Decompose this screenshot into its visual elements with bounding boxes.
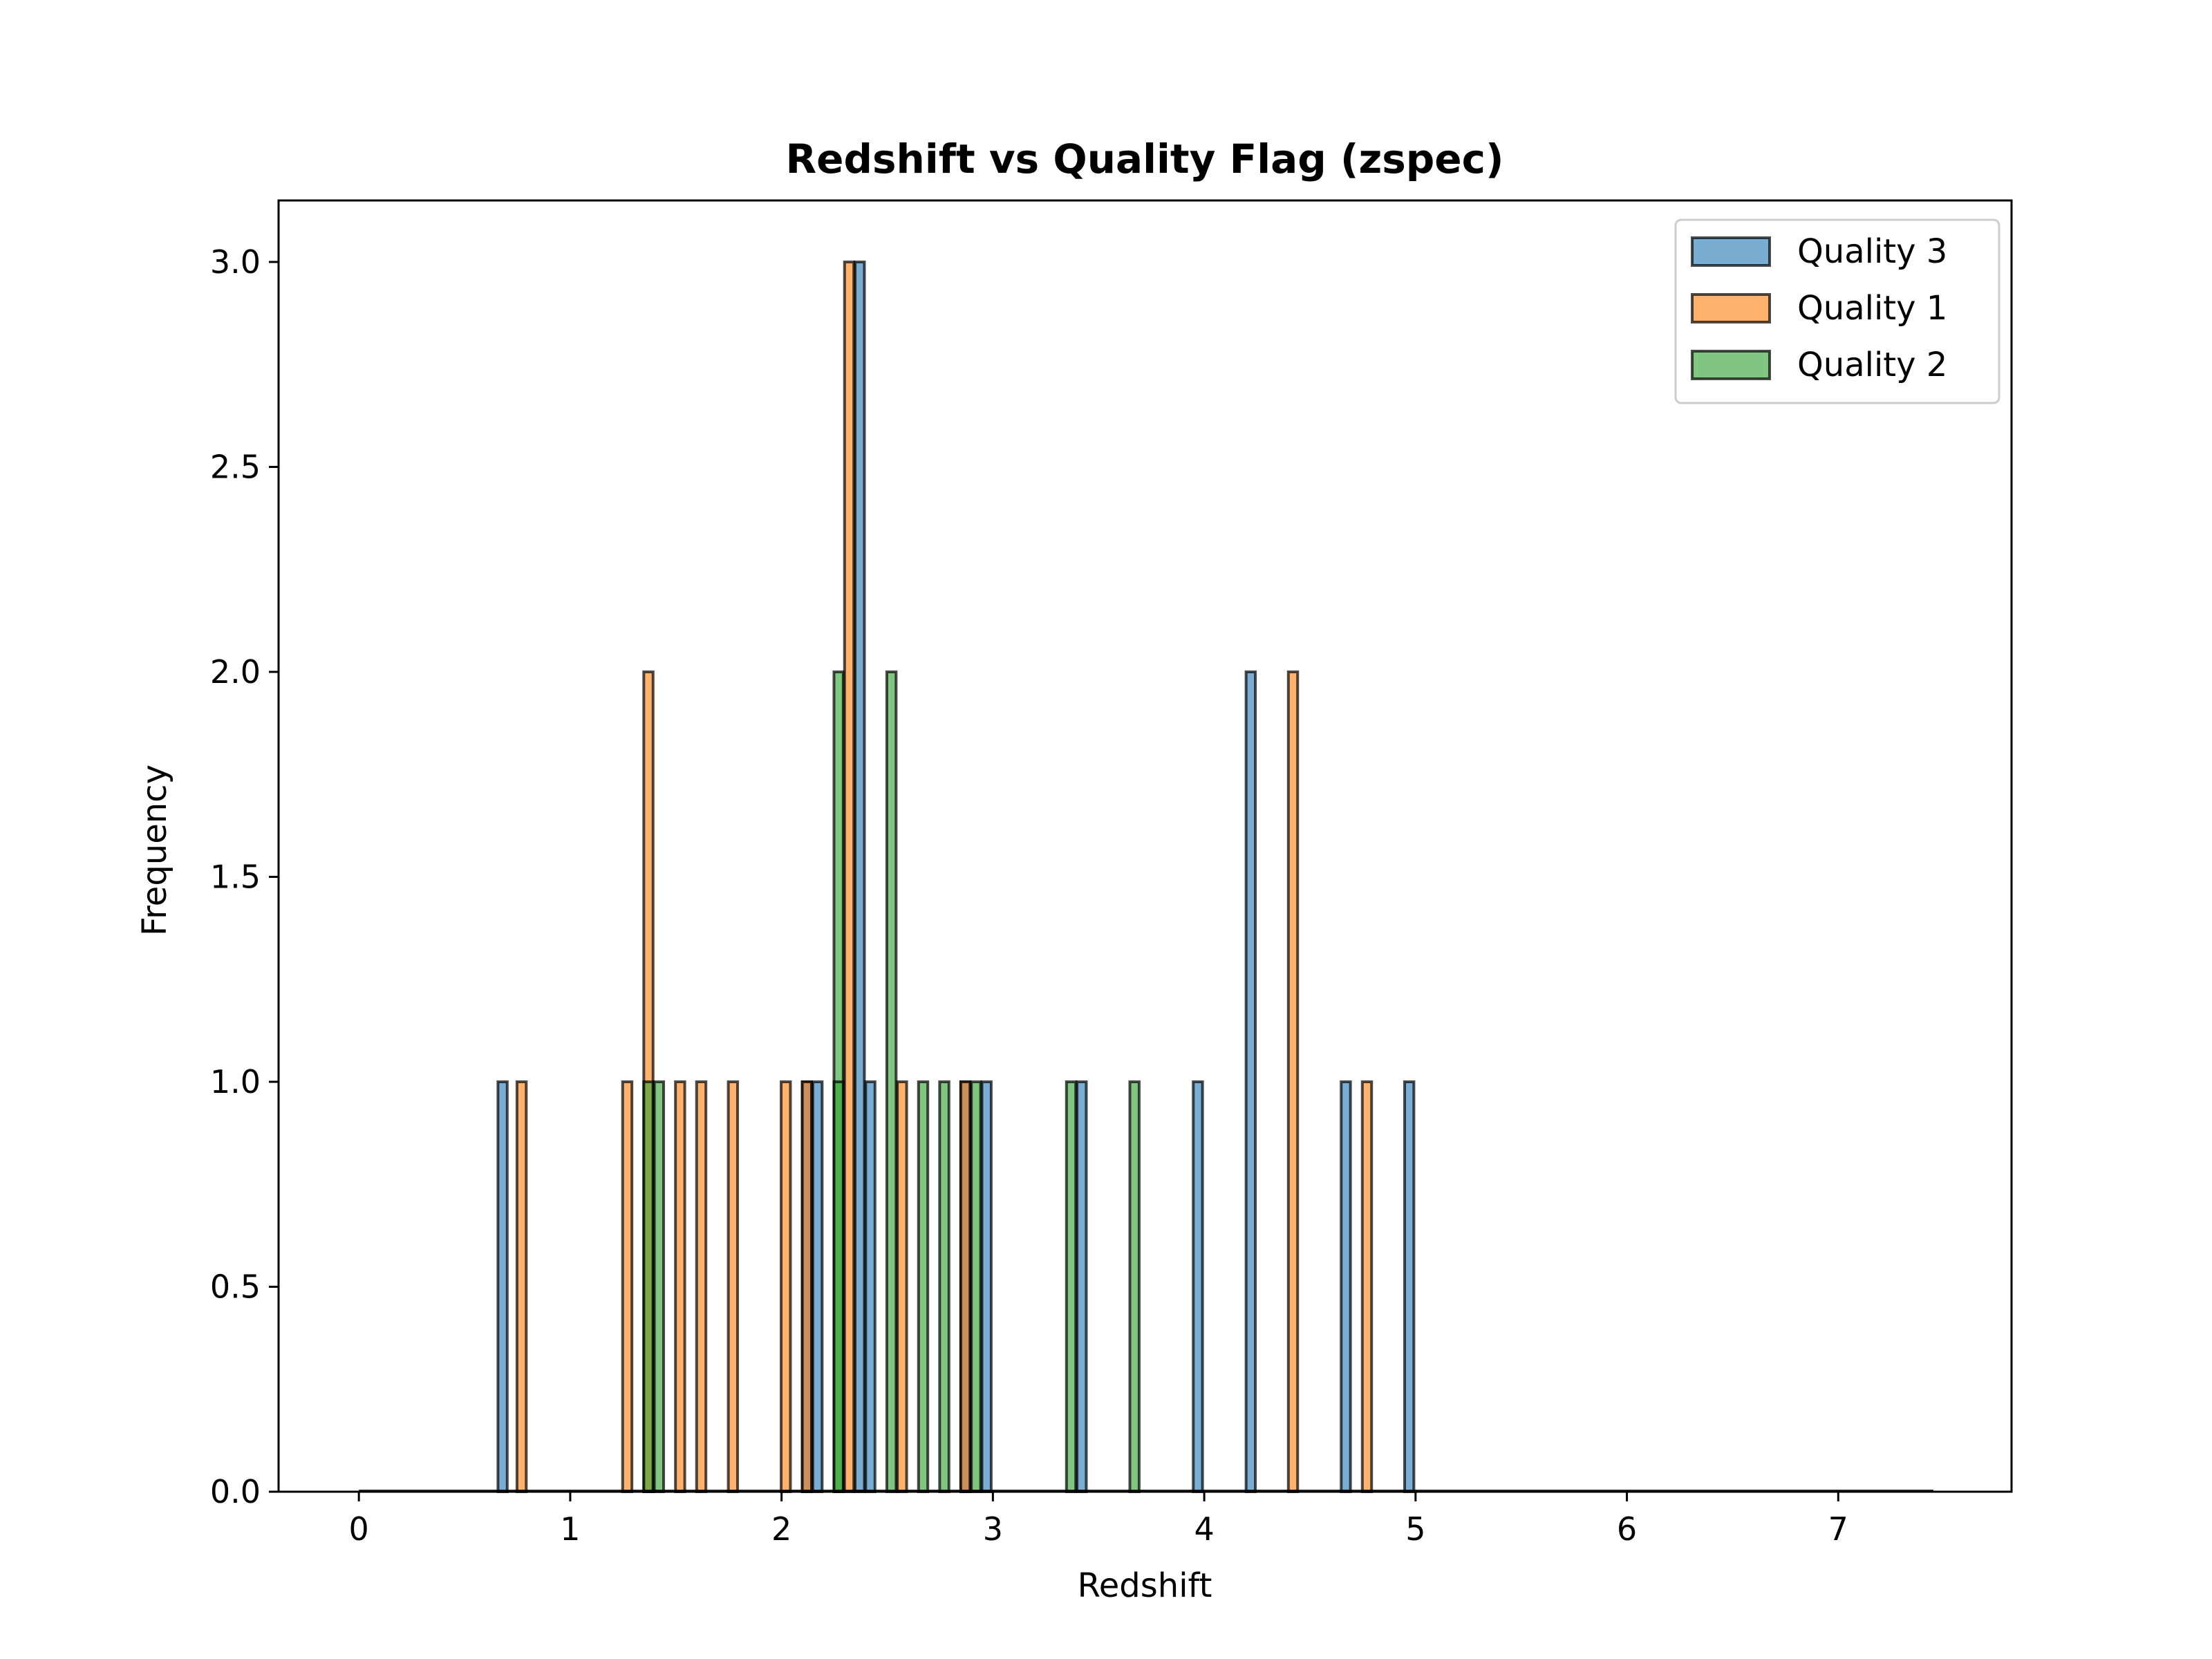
bar-quality-1-3 — [674, 1080, 686, 1493]
x-tick-label: 2 — [771, 1510, 791, 1548]
y-axis-label: Frequency — [135, 765, 174, 936]
bar-quality-3-4 — [864, 1080, 877, 1493]
bar-quality-1-11 — [1286, 670, 1300, 1493]
bar-quality-3-7 — [1076, 1080, 1088, 1493]
bar-quality-3-11 — [1403, 1080, 1416, 1493]
bar-quality-3-9 — [1244, 670, 1257, 1493]
bar-quality-2-8 — [1065, 1080, 1078, 1493]
bar-quality-2-9 — [1128, 1080, 1141, 1493]
x-tick-label: 7 — [1828, 1510, 1848, 1548]
bar-quality-1-12 — [1360, 1080, 1374, 1493]
legend: Quality 3 Quality 1 Quality 2 — [1674, 218, 2000, 404]
bar-quality-3-6 — [980, 1080, 993, 1493]
legend-swatch-quality-1 — [1691, 293, 1771, 324]
chart-title: Redshift vs Quality Flag (zspec) — [786, 135, 1504, 182]
bar-quality-2-7 — [970, 1080, 982, 1493]
bar-quality-3-10 — [1340, 1080, 1352, 1493]
ticks-layer: 0 1 2 3 4 5 6 7 0.0 0.5 1.0 1.5 2.0 2.5 3.0 — [210, 243, 1848, 1548]
bar-quality-1-5 — [727, 1080, 740, 1493]
legend-label-quality-2: Quality 2 — [1797, 346, 1947, 384]
bar-quality-2-4 — [885, 670, 898, 1493]
y-tick-label: 0.5 — [210, 1268, 261, 1305]
bar-quality-1-10 — [959, 1080, 972, 1493]
plot-frame — [277, 199, 2013, 1493]
x-tick-label: 4 — [1194, 1510, 1214, 1548]
bar-quality-2-0 — [642, 1080, 655, 1493]
bar-quality-1-4 — [695, 1080, 708, 1493]
x-tick-label: 1 — [560, 1510, 580, 1548]
y-tick-label: 3.0 — [210, 243, 261, 281]
y-tick-label: 1.5 — [210, 858, 261, 895]
legend-swatch-quality-3 — [1691, 236, 1771, 267]
x-tick-label: 5 — [1405, 1510, 1425, 1548]
x-tick-label: 6 — [1617, 1510, 1637, 1548]
bar-quality-3-2 — [811, 1080, 824, 1493]
bar-quality-1-6 — [780, 1080, 792, 1493]
y-tick-label: 2.5 — [210, 448, 261, 485]
bar-quality-1-0 — [515, 1080, 528, 1493]
y-tick-label: 2.0 — [210, 653, 261, 691]
legend-label-quality-3: Quality 3 — [1797, 232, 1947, 271]
bar-quality-3-8 — [1192, 1080, 1204, 1493]
legend-swatch-quality-2 — [1691, 350, 1771, 380]
x-axis-label: Redshift — [1078, 1566, 1212, 1605]
y-tick-label: 0.0 — [210, 1473, 261, 1510]
y-tick-label: 1.0 — [210, 1063, 261, 1100]
bar-quality-2-5 — [917, 1080, 930, 1493]
bar-quality-2-3 — [832, 1080, 845, 1493]
bar-quality-1-7 — [800, 1080, 814, 1493]
x-tick-label: 3 — [983, 1510, 1003, 1548]
x-tick-label: 0 — [349, 1510, 369, 1548]
bar-quality-1-1 — [621, 1080, 634, 1493]
bar-quality-3-0 — [496, 1080, 509, 1493]
bar-quality-1-8 — [843, 260, 856, 1493]
bars-layer — [496, 260, 1416, 1493]
bar-quality-1-9 — [896, 1080, 908, 1493]
bar-quality-2-6 — [938, 1080, 950, 1493]
legend-label-quality-1: Quality 1 — [1797, 289, 1947, 328]
bar-quality-2-1 — [653, 1080, 666, 1493]
bar-quality-3-3 — [854, 260, 866, 1493]
